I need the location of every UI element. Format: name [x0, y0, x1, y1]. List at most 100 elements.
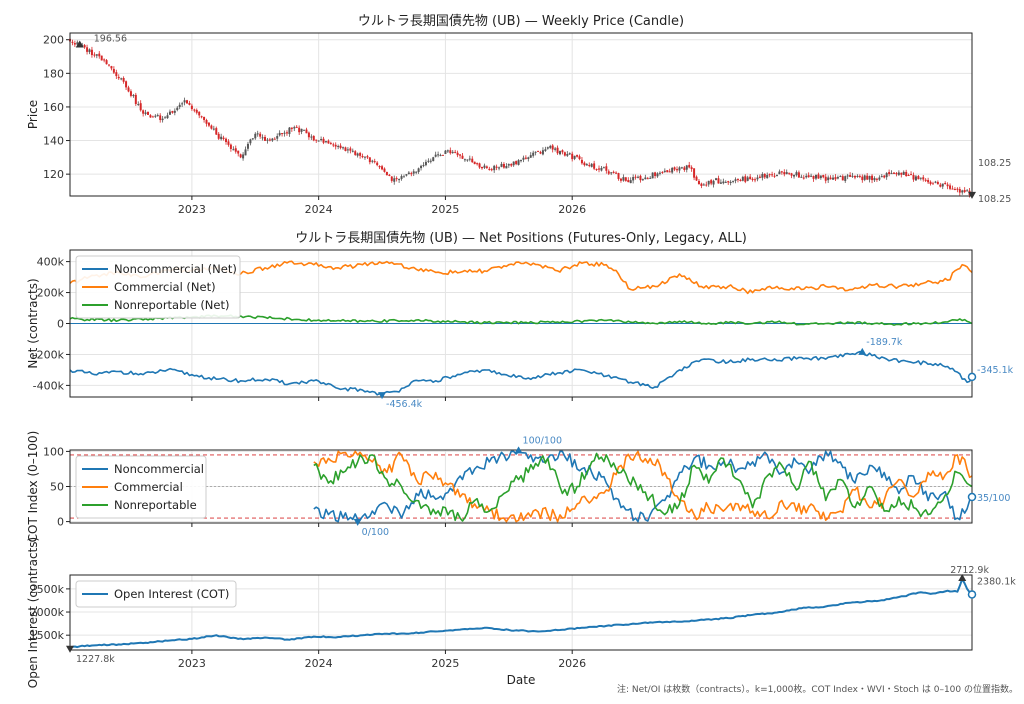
candle-body — [398, 179, 401, 181]
candle-body — [354, 151, 357, 155]
candle-body — [856, 175, 859, 177]
candle-body — [317, 140, 320, 142]
candle-body — [702, 184, 705, 186]
candle-body — [785, 172, 788, 175]
candle-body — [344, 147, 347, 151]
candle-body — [578, 156, 581, 160]
candle-body — [629, 180, 632, 184]
candle-body — [459, 154, 462, 156]
candles — [69, 36, 973, 198]
candle-body — [888, 172, 891, 175]
candle-body — [378, 166, 381, 168]
candle-body — [73, 43, 76, 45]
candle-body — [924, 179, 927, 181]
candle-body — [454, 151, 457, 153]
candle-body — [849, 175, 852, 177]
candle-body — [193, 109, 196, 111]
candle-body — [117, 76, 120, 79]
candle-body — [205, 120, 208, 124]
legend-item: Commercial (Net) — [114, 280, 216, 294]
candle-body — [710, 180, 713, 184]
candle-body — [212, 128, 215, 130]
candle-body — [656, 173, 659, 177]
candle-body — [473, 161, 476, 165]
candle-body — [100, 55, 103, 61]
marker-max — [958, 574, 967, 582]
candle-body — [853, 175, 856, 178]
candle-body — [900, 172, 903, 175]
candle-body — [673, 167, 676, 170]
candle-body — [222, 137, 225, 139]
candle-body — [912, 175, 915, 180]
candle-body — [559, 151, 562, 155]
candle-body — [844, 176, 847, 181]
candle-body — [814, 174, 817, 179]
candle-body — [707, 180, 710, 185]
chart-title: ウルトラ長期国債先物 (UB) — Weekly Price (Candle) — [358, 14, 684, 29]
candle-body — [456, 152, 459, 156]
candle-body — [712, 180, 715, 185]
candle-body — [600, 167, 603, 171]
candle-body — [261, 137, 264, 139]
candle-body — [285, 132, 288, 134]
candle-body — [200, 116, 203, 118]
candle-body — [468, 158, 471, 160]
candle-body — [573, 155, 576, 159]
candle-body — [722, 181, 725, 184]
candle-body — [566, 153, 569, 156]
y-tick-label: 50 — [50, 481, 64, 494]
x-tick-label: 2026 — [558, 203, 586, 216]
candle-body — [159, 115, 162, 121]
x-tick-label: 2025 — [431, 203, 459, 216]
candle-body — [390, 176, 393, 181]
candle-body — [717, 178, 720, 184]
candle-body — [922, 177, 925, 180]
candle-body — [885, 173, 888, 178]
candle-body — [103, 59, 106, 61]
candle-body — [907, 175, 910, 177]
candle-body — [724, 181, 727, 183]
annotation-last: 2380.1k — [977, 576, 1016, 587]
candle-body — [188, 102, 191, 105]
axes-frame — [69, 449, 973, 524]
y-tick-label: 2500k — [30, 583, 65, 596]
candle-body — [544, 149, 547, 151]
legend-item: Noncommercial (Net) — [114, 262, 237, 276]
candle-body — [156, 115, 159, 117]
candle-body — [617, 173, 620, 179]
candle-body — [329, 142, 332, 144]
candle-body — [293, 127, 296, 129]
candle-body — [951, 188, 954, 190]
annotation-max: -189.7k — [866, 337, 903, 348]
candle-body — [749, 176, 752, 180]
candle-body — [244, 149, 247, 156]
marker-max — [858, 347, 867, 355]
candle-body — [795, 172, 798, 176]
candle-body — [215, 128, 218, 135]
candle-body — [858, 175, 861, 177]
annotation-close: 108.25 — [978, 158, 1011, 169]
candle-body — [863, 175, 866, 180]
candle-body — [500, 163, 503, 167]
candle-body — [273, 138, 276, 140]
candle-body — [332, 144, 335, 146]
candle-body — [424, 161, 427, 166]
candle-body — [210, 125, 213, 129]
candle-body — [780, 171, 783, 173]
y-axis-label: Net (contracts) — [26, 278, 40, 368]
candle-body — [663, 170, 666, 172]
candle-body — [693, 168, 696, 178]
candle-body — [810, 175, 813, 177]
candle-body — [678, 167, 681, 171]
candle-body — [381, 166, 384, 170]
candle-body — [539, 151, 542, 154]
x-tick-label: 2026 — [558, 657, 586, 670]
candle-body — [315, 139, 318, 141]
candle-body — [271, 138, 274, 141]
marker-max — [514, 446, 523, 454]
candle-body — [434, 154, 437, 157]
candle-body — [427, 160, 430, 162]
marker-min — [66, 645, 74, 653]
